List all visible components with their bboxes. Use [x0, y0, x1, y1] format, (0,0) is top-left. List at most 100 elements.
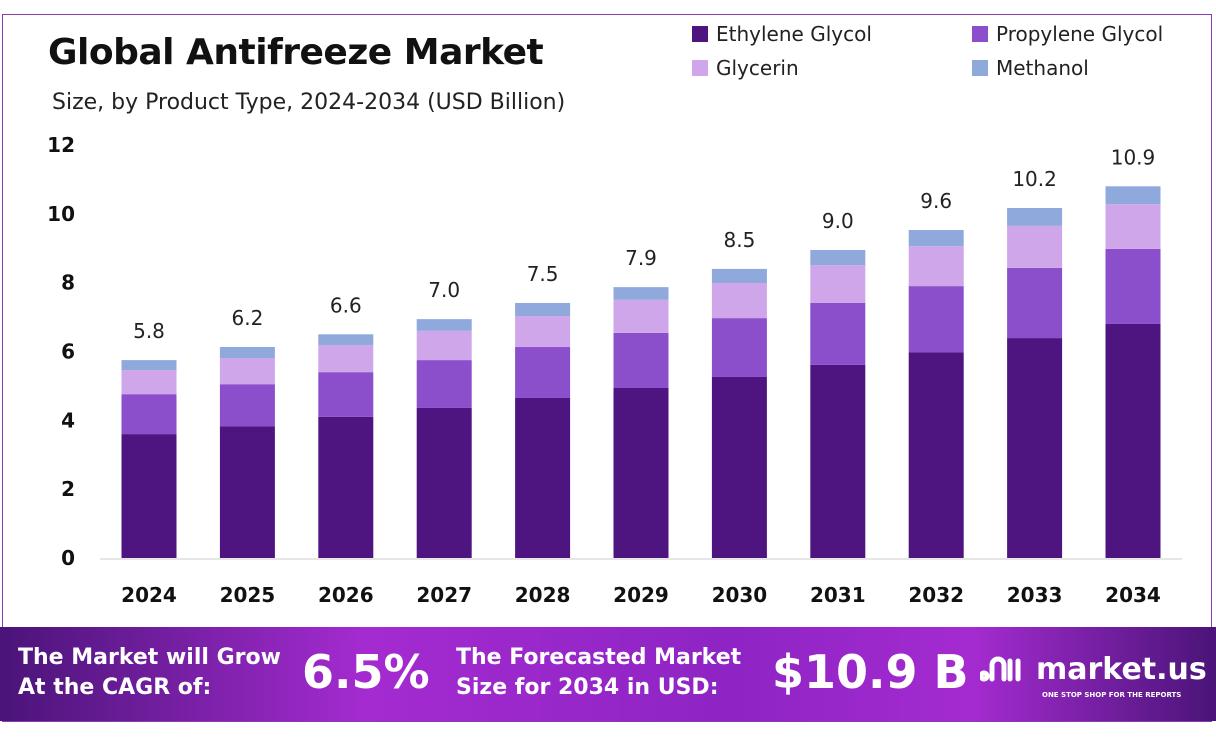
bar-segment-propylene-glycol	[416, 360, 472, 408]
data-label: 7.5	[527, 262, 559, 286]
data-label: 7.9	[625, 246, 657, 270]
bar-segment-ethylene-glycol	[613, 387, 669, 558]
bar-segment-ethylene-glycol	[1007, 338, 1063, 558]
y-tick-label: 4	[61, 408, 75, 432]
cagr-label-line: At the CAGR of:	[18, 675, 212, 700]
brand-tagline: ONE STOP SHOP FOR THE REPORTS	[1042, 691, 1182, 699]
y-tick-label: 10	[47, 202, 75, 226]
data-label: 10.2	[1012, 167, 1057, 191]
bar-segment-propylene-glycol	[613, 332, 669, 388]
legend-swatch	[972, 26, 988, 42]
bar-segment-glycerin	[810, 265, 866, 303]
bar-segment-methanol	[613, 287, 669, 300]
legend-item-ethylene-glycol: Ethylene Glycol	[692, 22, 872, 46]
x-tick-label: 2027	[416, 583, 472, 607]
y-tick-label: 8	[61, 271, 75, 295]
bar-segment-glycerin	[1105, 204, 1161, 249]
bar-segment-methanol	[1007, 207, 1063, 226]
bar-segment-ethylene-glycol	[810, 364, 866, 558]
y-tick-label: 6	[61, 340, 75, 364]
data-label: 9.0	[822, 209, 854, 233]
data-label: 9.6	[920, 189, 952, 213]
data-label: 7.0	[428, 278, 460, 302]
cagr-label-line: The Market will Grow	[18, 645, 281, 670]
cagr-value: 6.5%	[302, 645, 430, 699]
bar-segment-ethylene-glycol	[219, 426, 275, 558]
y-tick-label: 0	[61, 546, 75, 570]
cagr-label: The Market will Grow At the CAGR of:	[18, 643, 281, 703]
brand-logo-icon	[980, 656, 1021, 682]
legend-swatch	[972, 60, 988, 76]
bar-segment-propylene-glycol	[908, 286, 964, 353]
bar-segment-glycerin	[908, 246, 964, 287]
chart-subtitle: Size, by Product Type, 2024-2034 (USD Bi…	[52, 90, 566, 115]
data-label: 10.9	[1111, 145, 1156, 169]
data-label: 6.2	[231, 306, 263, 330]
x-tick-label: 2030	[712, 583, 768, 607]
x-tick-label: 2034	[1105, 583, 1161, 607]
forecast-label: The Forecasted Market Size for 2034 in US…	[456, 643, 741, 703]
bar-segment-glycerin	[121, 370, 177, 395]
legend-item-methanol: Methanol	[972, 56, 1089, 80]
bar-segment-ethylene-glycol	[318, 416, 374, 558]
legend-swatch	[692, 26, 708, 42]
bar-segment-glycerin	[711, 283, 767, 319]
legend-item-propylene-glycol: Propylene Glycol	[972, 22, 1163, 46]
bar-segment-propylene-glycol	[711, 318, 767, 377]
bar-segment-ethylene-glycol	[1105, 323, 1161, 558]
bar-segment-methanol	[711, 268, 767, 284]
legend-label: Propylene Glycol	[996, 22, 1164, 46]
legend-label: Methanol	[996, 56, 1089, 80]
forecast-label-line: The Forecasted Market	[456, 645, 742, 670]
data-label: 8.5	[723, 228, 755, 252]
x-tick-label: 2028	[515, 583, 571, 607]
x-tick-label: 2026	[318, 583, 374, 607]
bar-segment-glycerin	[416, 330, 472, 361]
legend-label: Glycerin	[716, 56, 799, 80]
bar-segment-methanol	[416, 319, 472, 331]
bar-segment-ethylene-glycol	[908, 352, 964, 558]
bar-segment-methanol	[908, 230, 964, 247]
chart-title: Global Antifreeze Market	[48, 32, 544, 73]
chart-frame	[2, 14, 1212, 722]
legend-label: Ethylene Glycol	[716, 22, 872, 46]
bar-segment-propylene-glycol	[810, 302, 866, 365]
forecast-label-line: Size for 2034 in USD:	[456, 675, 719, 700]
legend-item-glycerin: Glycerin	[692, 56, 799, 80]
x-tick-label: 2033	[1007, 583, 1063, 607]
bar-segment-glycerin	[318, 344, 374, 373]
bar-segment-ethylene-glycol	[515, 397, 571, 558]
bar-segment-ethylene-glycol	[416, 407, 472, 558]
bar-segment-methanol	[515, 302, 571, 317]
bar-segment-ethylene-glycol	[711, 376, 767, 558]
bar-segment-methanol	[121, 360, 177, 371]
bar-segment-ethylene-glycol	[121, 434, 177, 558]
bar-segment-methanol	[810, 249, 866, 266]
x-tick-label: 2025	[220, 583, 276, 607]
bar-segment-glycerin	[613, 299, 669, 333]
data-label: 6.6	[330, 293, 362, 317]
bar-segment-glycerin	[219, 358, 275, 385]
bar-segment-methanol	[219, 347, 275, 359]
x-tick-label: 2031	[810, 583, 866, 607]
bar-segment-methanol	[1105, 186, 1161, 205]
y-tick-label: 2	[61, 477, 75, 501]
x-tick-label: 2032	[908, 583, 964, 607]
bar-segment-methanol	[318, 334, 374, 345]
legend-swatch	[692, 60, 708, 76]
forecast-value: $10.9 B	[772, 645, 969, 699]
bar-segment-propylene-glycol	[219, 384, 275, 427]
x-tick-label: 2029	[613, 583, 669, 607]
bar-segment-propylene-glycol	[515, 347, 571, 398]
x-tick-label: 2024	[121, 583, 177, 607]
chart-plot: 0 2 4 6 8 10 12 5.8 2024 6.2 2025 6.6 2026 7.0 2027 7.5…	[47, 133, 1182, 607]
brand-name: market.us	[1036, 651, 1207, 687]
y-tick-label: 12	[47, 133, 75, 157]
summary-banner: The Market will Grow At the CAGR of: 6.5%…	[0, 627, 1216, 721]
bar-segment-propylene-glycol	[121, 394, 177, 435]
data-label: 5.8	[133, 319, 165, 343]
brand-logo: market.us ONE STOP SHOP FOR THE REPORTS	[980, 651, 1207, 699]
bar-segment-propylene-glycol	[1007, 267, 1063, 339]
bar-segment-glycerin	[515, 316, 571, 348]
bar-segment-glycerin	[1007, 225, 1063, 268]
